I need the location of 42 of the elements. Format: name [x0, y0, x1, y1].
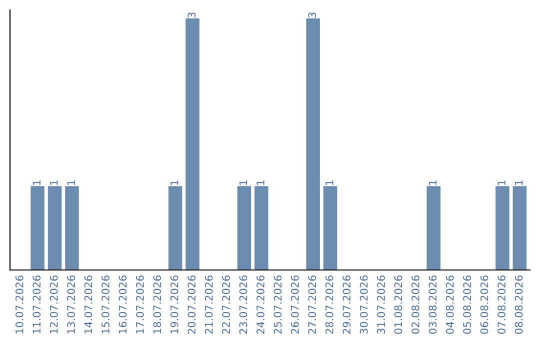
x-tick-label: 25.07.2026 — [274, 276, 282, 334]
data-label: 3 — [308, 12, 316, 18]
x-tick-label: 08.08.2026 — [514, 276, 523, 334]
x-tick-label: 06.08.2026 — [480, 276, 488, 334]
x-tick-label: 04.08.2026 — [446, 276, 454, 334]
data-label: 1 — [498, 180, 506, 185]
x-tick-label: 26.07.2026 — [290, 276, 299, 334]
data-label: 1 — [239, 180, 248, 185]
data-label: 1 — [428, 180, 436, 185]
x-tick-label: 19.07.2026 — [170, 276, 178, 334]
x-tick-label: 03.08.2026 — [428, 276, 437, 334]
x-tick-label: 24.07.2026 — [256, 276, 264, 334]
x-tick-label: 21.07.2026 — [204, 276, 213, 334]
x-tick-label: 01.08.2026 — [394, 276, 402, 334]
data-label: 1 — [50, 180, 58, 185]
x-tick-label: 16.07.2026 — [118, 276, 127, 334]
x-tick-label: 05.08.2026 — [463, 276, 472, 334]
x-tick-label: 10.07.2026 — [15, 276, 24, 334]
x-tick-label: 15.07.2026 — [102, 276, 110, 334]
x-tick-label: 14.07.2026 — [84, 276, 92, 334]
x-tick-label: 28.07.2026 — [325, 276, 334, 334]
data-label: 1 — [326, 180, 334, 185]
x-tick-label: 20.07.2026 — [188, 276, 196, 334]
x-tick-label: 12.07.2026 — [50, 276, 58, 334]
data-label: 1 — [256, 180, 264, 185]
x-tick-label: 11.07.2026 — [32, 276, 41, 334]
data-label: 1 — [170, 180, 178, 185]
data-label: 3 — [188, 12, 196, 18]
x-tick-label: 31.07.2026 — [377, 276, 385, 334]
data-label: 1 — [32, 180, 40, 185]
x-tick-label: 23.07.2026 — [239, 276, 248, 334]
x-tick-label: 27.07.2026 — [308, 276, 316, 334]
x-tick-label: 13.07.2026 — [67, 276, 76, 334]
data-label: 1 — [67, 180, 75, 185]
x-tick-label: 22.07.2026 — [222, 276, 230, 334]
x-tick-label: 30.07.2026 — [360, 276, 368, 334]
x-tick-label: 07.08.2026 — [498, 276, 506, 334]
x-tick-label: 17.07.2026 — [136, 276, 144, 334]
x-tick-label: 02.08.2026 — [412, 276, 420, 334]
x-tick-label: 18.07.2026 — [153, 276, 162, 334]
x-tick-label: 29.07.2026 — [342, 276, 351, 334]
data-label: 1 — [514, 180, 523, 185]
